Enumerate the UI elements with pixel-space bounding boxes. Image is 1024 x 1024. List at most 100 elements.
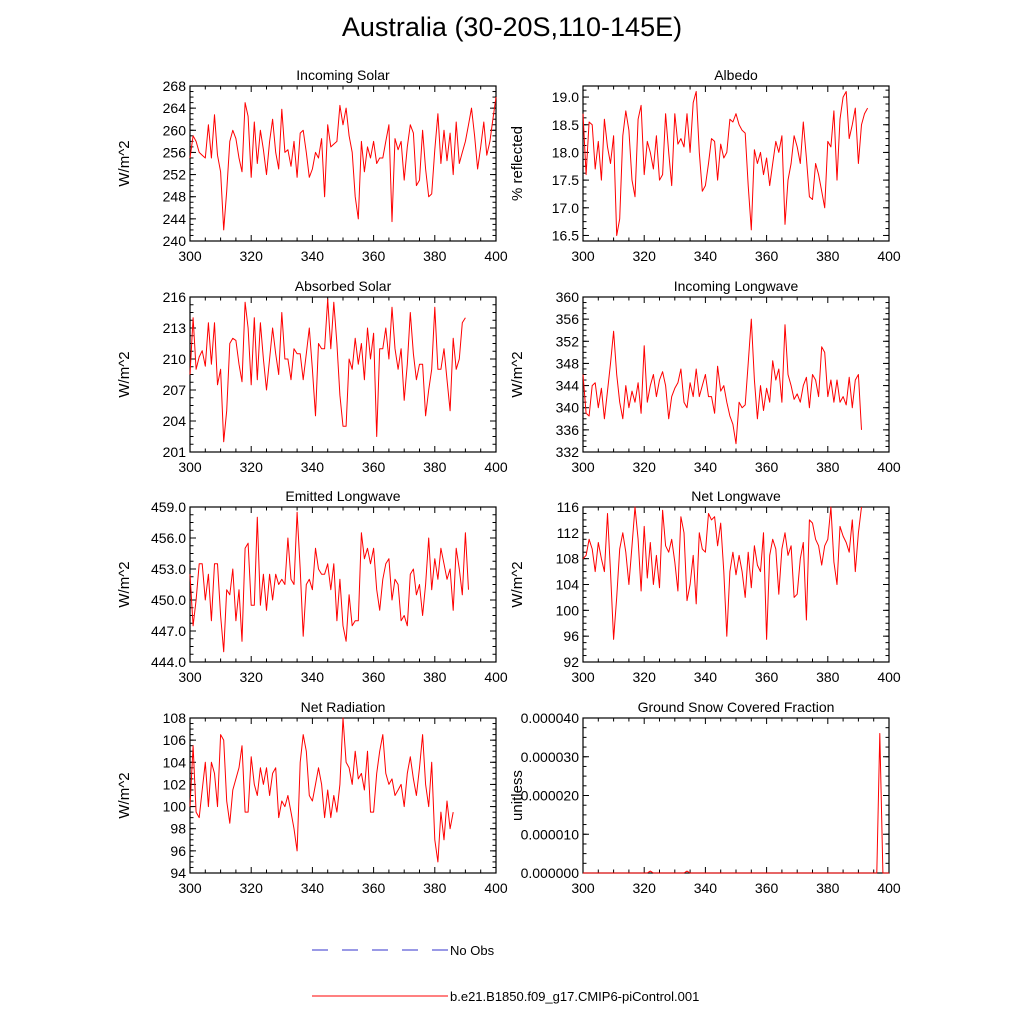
x-tick-label: 380 xyxy=(423,880,447,896)
chart-panel: Incoming Longwave W/m^2 300 320 340 360 380 400… xyxy=(509,278,901,475)
chart-panel: Absorbed Solar W/m^2 300 320 340 360 380 400 201… xyxy=(116,278,508,475)
y-tick-label: 104 xyxy=(556,577,580,593)
x-tick-label: 340 xyxy=(301,880,325,896)
x-tick-label: 360 xyxy=(755,248,779,264)
x-tick-label: 300 xyxy=(178,880,202,896)
y-tick-label: 96 xyxy=(170,843,186,859)
legend-obs-label: No Obs xyxy=(450,943,495,958)
y-tick-label: 453.0 xyxy=(151,561,186,577)
x-tick-label: 360 xyxy=(362,669,386,685)
y-tick-label: 104 xyxy=(163,754,187,770)
x-tick-label: 400 xyxy=(877,669,901,685)
x-tick-label: 320 xyxy=(240,248,264,264)
y-tick-label: 116 xyxy=(557,499,580,515)
y-tick-label: 96 xyxy=(563,628,579,644)
x-tick-label: 360 xyxy=(755,459,779,475)
x-tick-label: 340 xyxy=(694,459,718,475)
x-tick-label: 340 xyxy=(694,880,718,896)
y-tick-label: 0.000020 xyxy=(521,788,580,804)
x-tick-label: 360 xyxy=(755,880,779,896)
x-tick-label: 320 xyxy=(633,880,657,896)
data-series-line xyxy=(189,298,466,443)
legend-model-label: b.e21.B1850.f09_g17.CMIP6-piControl.001 xyxy=(450,989,699,1004)
y-tick-label: 264 xyxy=(163,100,187,116)
y-axis-label: W/m^2 xyxy=(509,561,526,607)
plot-frame xyxy=(582,296,890,453)
chart-panel: Ground Snow Covered Fraction unitless 300 3… xyxy=(509,699,901,896)
y-tick-label: 459.0 xyxy=(151,499,186,515)
y-axis-label: % reflected xyxy=(509,126,526,201)
plot-frame xyxy=(189,506,497,663)
y-tick-label: 356 xyxy=(556,311,580,327)
data-series-line xyxy=(582,91,869,236)
x-tick-label: 400 xyxy=(877,880,901,896)
data-series-line xyxy=(582,318,862,445)
chart-panel: Emitted Longwave W/m^2 300 320 340 360 380 400 4… xyxy=(116,488,508,685)
data-series-line xyxy=(189,511,469,653)
x-tick-label: 360 xyxy=(362,248,386,264)
y-tick-label: 244 xyxy=(163,211,187,227)
y-tick-label: 210 xyxy=(163,351,187,367)
x-tick-label: 360 xyxy=(362,459,386,475)
x-tick-label: 380 xyxy=(816,248,840,264)
x-tick-label: 300 xyxy=(178,669,202,685)
y-tick-label: 444.0 xyxy=(151,654,186,670)
panel-title: Net Longwave xyxy=(691,488,781,504)
x-tick-label: 320 xyxy=(633,459,657,475)
x-tick-label: 340 xyxy=(694,669,718,685)
panel-title: Emitted Longwave xyxy=(285,488,400,504)
x-tick-label: 360 xyxy=(755,669,779,685)
chart-panel: Incoming Solar W/m^2 300 320 340 360 380 400 240… xyxy=(116,67,508,264)
plot-frame xyxy=(582,85,890,242)
panel-title: Absorbed Solar xyxy=(295,278,392,294)
y-tick-label: 456.0 xyxy=(151,530,186,546)
y-tick-label: 94 xyxy=(170,865,186,881)
x-tick-label: 400 xyxy=(877,248,901,264)
x-tick-label: 400 xyxy=(484,880,508,896)
plot-frame xyxy=(189,717,497,874)
x-tick-label: 300 xyxy=(571,669,595,685)
x-tick-label: 300 xyxy=(571,459,595,475)
data-series-line xyxy=(583,733,889,874)
y-tick-label: 216 xyxy=(163,289,187,305)
y-tick-label: 18.0 xyxy=(552,144,579,160)
x-tick-label: 340 xyxy=(301,669,325,685)
y-axis-label: W/m^2 xyxy=(116,561,133,607)
panel-title: Albedo xyxy=(714,67,758,83)
y-tick-label: 213 xyxy=(163,320,187,336)
y-tick-label: 201 xyxy=(163,444,187,460)
y-tick-label: 204 xyxy=(163,413,187,429)
y-tick-label: 16.5 xyxy=(552,227,579,243)
y-tick-label: 0.000010 xyxy=(521,826,580,842)
y-tick-label: 100 xyxy=(163,799,187,815)
y-axis-label: W/m^2 xyxy=(116,772,133,818)
y-tick-label: 240 xyxy=(163,233,187,249)
y-tick-label: 0.000040 xyxy=(521,710,580,726)
chart-panel: Net Radiation W/m^2 300 320 340 360 380 400 94 96… xyxy=(116,699,508,896)
x-tick-label: 300 xyxy=(178,459,202,475)
data-series-line xyxy=(189,717,454,863)
x-tick-label: 320 xyxy=(240,669,264,685)
x-tick-label: 380 xyxy=(423,459,447,475)
y-tick-label: 360 xyxy=(556,289,580,305)
x-tick-label: 320 xyxy=(633,248,657,264)
x-tick-label: 400 xyxy=(484,669,508,685)
y-tick-label: 256 xyxy=(163,144,187,160)
y-tick-label: 447.0 xyxy=(151,623,186,639)
y-tick-label: 17.0 xyxy=(552,200,579,216)
y-tick-label: 106 xyxy=(163,732,187,748)
x-tick-label: 380 xyxy=(816,669,840,685)
x-tick-label: 380 xyxy=(816,459,840,475)
x-tick-label: 380 xyxy=(423,669,447,685)
x-tick-label: 320 xyxy=(240,459,264,475)
y-tick-label: 260 xyxy=(163,122,187,138)
x-tick-label: 380 xyxy=(423,248,447,264)
y-tick-label: 0.000030 xyxy=(521,749,580,765)
y-tick-label: 92 xyxy=(563,654,579,670)
x-tick-label: 300 xyxy=(571,880,595,896)
y-tick-label: 248 xyxy=(163,189,187,205)
y-tick-label: 17.5 xyxy=(552,172,579,188)
x-tick-label: 400 xyxy=(484,459,508,475)
y-axis-label: unitless xyxy=(509,770,526,821)
